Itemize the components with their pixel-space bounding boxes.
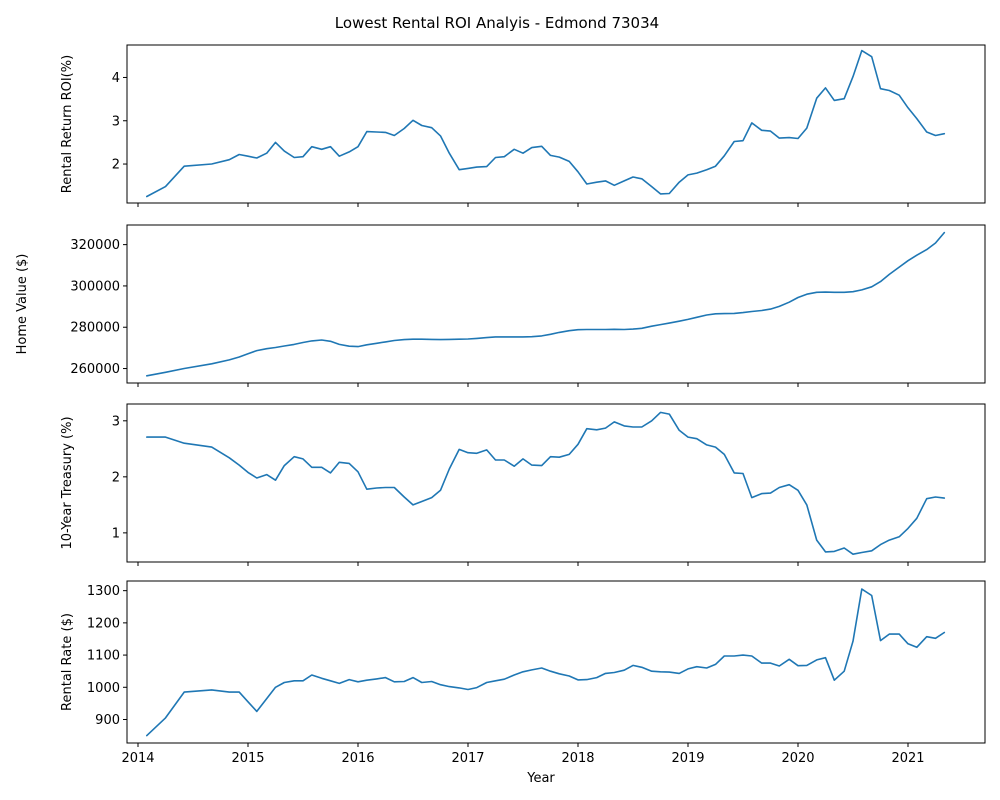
10-year-treasury-frame	[126, 403, 986, 563]
chart-title: Lowest Rental ROI Analyis - Edmond 73034	[335, 14, 659, 32]
rental-return-roi-panel: 2 3 4 Rental Return ROI(%)	[60, 44, 986, 207]
10-year-treasury-ytick-label: 3	[112, 414, 120, 429]
10-year-treasury-ytick-label: 1	[112, 526, 120, 541]
x-tick-label: 2015	[231, 751, 264, 766]
rental-return-roi-line	[146, 49, 946, 198]
home-value-ytick-label: 320000	[70, 238, 120, 253]
10-year-treasury-panel: 1 2 3 10-Year Treasury (%)	[60, 403, 986, 566]
rental-return-roi-frame	[126, 44, 986, 204]
home-value-frame	[126, 224, 986, 384]
x-tick-label: 2014	[121, 751, 154, 766]
rental-rate-panel: 900 1000 1100 1200 1300 2014 2015 2016 2017 2018 2…	[60, 580, 986, 766]
rental-return-roi-y-axis-label: Rental Return ROI(%)	[60, 55, 75, 193]
home-value-line	[146, 231, 946, 377]
x-tick-label: 2020	[781, 751, 814, 766]
x-axis-label: Year	[526, 771, 555, 786]
home-value-y-axis-label: Home Value ($)	[15, 254, 30, 355]
rental-return-roi-ytick-label: 3	[112, 114, 120, 129]
x-tick-label: 2021	[891, 751, 924, 766]
rental-rate-ytick-label: 1300	[87, 584, 120, 599]
rental-return-roi-ytick-label: 2	[112, 158, 120, 173]
rental-return-roi-ytick-label: 4	[112, 71, 120, 86]
home-value-ytick-label: 300000	[70, 279, 120, 294]
home-value-ytick-label: 260000	[70, 362, 120, 377]
10-year-treasury-ytick-label: 2	[112, 470, 120, 485]
10-year-treasury-line	[146, 411, 946, 555]
rental-rate-frame	[126, 580, 986, 744]
x-tick-label: 2016	[341, 751, 374, 766]
home-value-panel: 260000 280000 300000 320000 Home Value ($)	[15, 224, 986, 387]
rental-rate-line	[146, 588, 946, 737]
rental-rate-ytick-label: 900	[95, 713, 120, 728]
x-tick-label: 2018	[561, 751, 594, 766]
x-tick-label: 2017	[451, 751, 484, 766]
rental-rate-y-axis-label: Rental Rate ($)	[60, 613, 75, 711]
home-value-ytick-label: 280000	[70, 321, 120, 336]
chart-panels: 2 3 4 Rental Return ROI(%) 260000 280000 30000…	[15, 44, 986, 766]
x-tick-label: 2019	[671, 751, 704, 766]
rental-rate-ytick-label: 1200	[87, 616, 120, 631]
rental-rate-ytick-label: 1100	[87, 649, 120, 664]
rental-rate-ytick-label: 1000	[87, 681, 120, 696]
10-year-treasury-y-axis-label: 10-Year Treasury (%)	[60, 416, 75, 549]
